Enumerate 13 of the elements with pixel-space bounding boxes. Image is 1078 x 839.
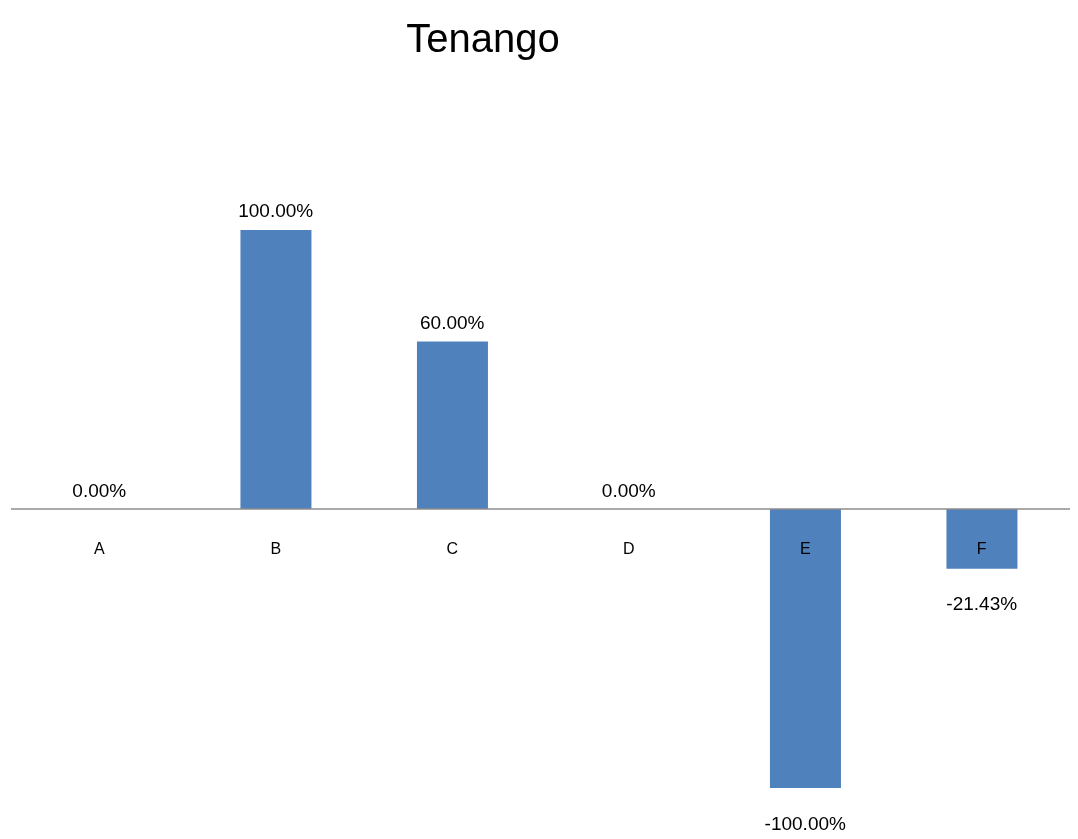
x-tick-label: E [799, 539, 811, 557]
chart-title: Tenango [405, 16, 561, 61]
data-label: -100.00% [764, 813, 847, 834]
x-tick-label: F [976, 539, 987, 557]
data-label: -21.43% [946, 593, 1018, 615]
x-tick-label: B [270, 539, 282, 557]
data-label: 0.00% [601, 479, 656, 501]
data-label: 100.00% [238, 200, 314, 221]
data-label: 0.00% [72, 479, 127, 501]
x-tick-label: C [446, 539, 459, 557]
x-tick-label: A [93, 539, 105, 557]
data-label: 60.00% [420, 311, 485, 333]
x-tick-label: D [622, 539, 635, 557]
